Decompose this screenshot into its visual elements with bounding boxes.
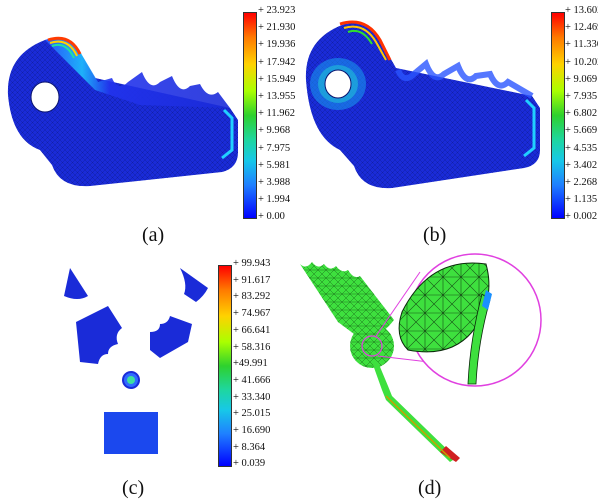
fem-parts-c bbox=[64, 268, 208, 454]
tick-label: + 11.962 bbox=[258, 108, 296, 120]
tick-label: + 1.135 bbox=[565, 194, 598, 206]
tick-label: + 19.936 bbox=[258, 39, 296, 51]
tick-label: + 16.690 bbox=[233, 425, 271, 437]
fem-zoom-d bbox=[300, 253, 542, 462]
tick-label: + 7.975 bbox=[258, 142, 291, 154]
fem-model-b bbox=[305, 20, 540, 189]
tick-label: +49.991 bbox=[233, 358, 268, 370]
colorbar-b-ticks: + 13.602 + 12.469 + 11.336 + 10.202 + 9.… bbox=[565, 5, 598, 223]
caption-d: (d) bbox=[418, 477, 442, 499]
tick-label: + 12.469 bbox=[565, 22, 598, 34]
tick-label: + 0.002 bbox=[565, 211, 598, 223]
caption-b: (b) bbox=[423, 224, 447, 246]
tick-label: + 2.268 bbox=[565, 177, 598, 189]
colorbar-c-ticks: + 99.943 + 91.617 + 83.292 + 74.967 + 66… bbox=[233, 258, 271, 470]
tick-label: + 21.930 bbox=[258, 22, 296, 34]
tick-label: + 9.069 bbox=[565, 73, 598, 85]
colorbar-a-ticks: + 23.923 + 21.930 + 19.936 + 17.942 + 15… bbox=[258, 5, 296, 223]
tick-label: + 9.968 bbox=[258, 125, 291, 137]
caption-a: (a) bbox=[142, 224, 165, 246]
colorbar-c bbox=[218, 265, 232, 467]
tick-label: + 0.00 bbox=[258, 211, 285, 223]
tick-label: + 91.617 bbox=[233, 274, 271, 286]
tick-label: + 74.967 bbox=[233, 308, 271, 320]
tick-label: + 15.949 bbox=[258, 73, 296, 85]
tick-label: + 5.981 bbox=[258, 159, 291, 171]
tick-label: + 83.292 bbox=[233, 291, 271, 303]
fem-model-a bbox=[7, 36, 239, 187]
caption-c: (c) bbox=[122, 477, 145, 499]
tick-label: + 23.923 bbox=[258, 5, 296, 16]
tick-label: + 8.364 bbox=[233, 441, 266, 453]
tick-label: + 13.602 bbox=[565, 5, 598, 16]
tick-label: + 41.666 bbox=[233, 374, 271, 386]
tick-label: + 66.641 bbox=[233, 324, 271, 336]
tick-label: + 13.955 bbox=[258, 91, 296, 103]
tick-label: + 25.015 bbox=[233, 408, 271, 420]
tick-label: + 33.340 bbox=[233, 391, 271, 403]
colorbar-b bbox=[551, 12, 565, 219]
tick-label: + 7.935 bbox=[565, 91, 598, 103]
colorbar-a bbox=[243, 12, 257, 219]
tick-label: + 11.336 bbox=[565, 39, 598, 51]
tick-label: + 6.802 bbox=[565, 108, 598, 120]
tick-label: + 0.039 bbox=[233, 458, 266, 470]
tick-label: + 58.316 bbox=[233, 341, 271, 353]
tick-label: + 5.669 bbox=[565, 125, 598, 137]
tick-label: + 99.943 bbox=[233, 258, 271, 269]
tick-label: + 1.994 bbox=[258, 194, 291, 206]
tick-label: + 10.202 bbox=[565, 56, 598, 68]
tick-label: + 3.402 bbox=[565, 159, 598, 171]
tick-label: + 3.988 bbox=[258, 177, 291, 189]
tick-label: + 4.535 bbox=[565, 142, 598, 154]
tick-label: + 17.942 bbox=[258, 56, 296, 68]
